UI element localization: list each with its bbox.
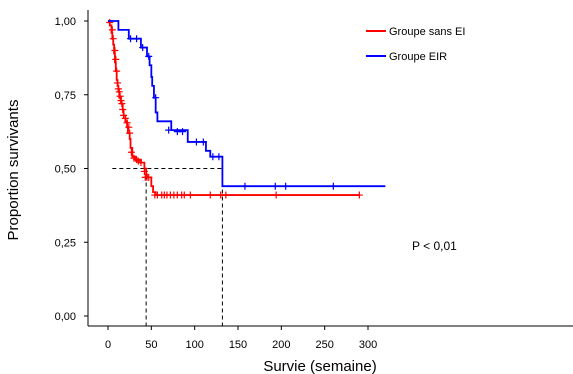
censor-mark [116, 92, 124, 100]
censor-mark [145, 52, 153, 60]
series-1 [108, 20, 386, 190]
censor-mark [115, 88, 123, 96]
censor-mark [180, 191, 188, 199]
censor-mark [123, 119, 131, 127]
censor-mark [117, 97, 125, 105]
series-0 [106, 18, 363, 199]
survival-step-line [108, 20, 386, 188]
censor-mark [120, 111, 128, 119]
y-tick-label: 0,75 [55, 90, 76, 102]
censor-mark [139, 44, 147, 52]
censor-mark [127, 148, 135, 156]
censor-mark [140, 167, 148, 175]
censor-mark [126, 129, 134, 137]
y-axis-title: Proportion survivants [5, 100, 22, 241]
censor-mark [113, 67, 121, 75]
censor-mark [165, 126, 173, 134]
censor-mark [125, 123, 133, 131]
x-tick-label: 50 [145, 339, 157, 351]
censor-mark [112, 55, 120, 63]
x-tick-label: 200 [272, 339, 290, 351]
censor-mark [111, 47, 119, 54]
y-tick-label: 1,00 [55, 16, 76, 28]
censor-mark [206, 191, 214, 199]
censor-mark [133, 35, 141, 43]
median-reference-lines [112, 168, 223, 326]
p-value-annotation: P < 0,01 [412, 239, 457, 253]
legend-label-sans-ei: Groupe sans EI [389, 26, 465, 38]
x-axis-title: Survie (semaine) [263, 358, 376, 374]
x-tick-label: 300 [359, 339, 377, 351]
x-tick-label: 100 [185, 339, 203, 351]
censor-mark [127, 35, 135, 43]
censor-mark [329, 182, 337, 190]
censor-mark [241, 182, 249, 190]
censor-mark [137, 159, 145, 167]
censor-mark [152, 94, 160, 102]
censor-mark [145, 173, 153, 181]
censor-mark [272, 191, 280, 199]
legend: Groupe sans EI Groupe EIR [366, 26, 465, 63]
censor-mark [118, 100, 126, 108]
y-tick-label: 0,25 [55, 237, 76, 249]
x-tick-label: 150 [229, 339, 247, 351]
censor-mark [209, 153, 217, 161]
censor-mark [355, 191, 363, 199]
censor-mark [108, 26, 116, 34]
y-tick-label: 0,00 [55, 311, 76, 323]
censor-mark [271, 182, 279, 190]
censor-mark [179, 128, 187, 136]
censor-mark [215, 153, 223, 161]
censor-mark [114, 79, 122, 87]
censor-mark [119, 106, 127, 113]
censor-mark [192, 138, 200, 146]
censor-mark [114, 85, 122, 93]
censor-mark [199, 138, 207, 146]
x-tick-label: 0 [105, 339, 111, 351]
censor-mark [121, 114, 129, 122]
censor-mark [282, 182, 290, 190]
y-tick-label: 0,50 [55, 164, 76, 176]
censor-mark [109, 35, 117, 43]
censor-mark [186, 191, 194, 199]
axes: 0,00 0,25 0,50 0,75 1,00 0 50 100 150 200 250 300 [55, 10, 573, 351]
survival-curves [106, 18, 386, 199]
legend-label-eir: Groupe EIR [389, 51, 447, 63]
x-tick-label: 250 [315, 339, 333, 351]
censor-mark [222, 191, 230, 199]
